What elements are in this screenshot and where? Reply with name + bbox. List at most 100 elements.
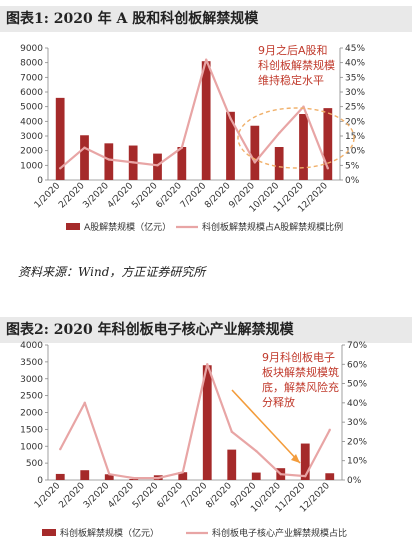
x-tick-label: 5/2020 [130, 181, 160, 211]
y-tick-label: 7000 [20, 73, 43, 83]
y-tick-label: 1000 [20, 442, 43, 452]
x-tick-label: 4/2020 [106, 181, 136, 211]
series-line [59, 363, 331, 480]
highlight-ellipse [237, 107, 355, 169]
bar [226, 111, 235, 180]
y2-tick-label: 0% [345, 176, 360, 186]
line-point [302, 105, 305, 108]
line-point [277, 131, 281, 135]
line-point [279, 473, 282, 476]
annotation-text: 板块解禁规模筑 [262, 365, 339, 379]
trend-arrow-head [291, 454, 300, 463]
line-point [156, 164, 159, 167]
annotation-text: 维持稳定水平 [258, 73, 324, 87]
bar [153, 153, 162, 180]
bar [178, 472, 188, 480]
line-point [253, 161, 257, 164]
y2-tick-label: 45% [345, 44, 365, 54]
chart2-plot: 0 500 1000 1500 2000 2500 3000 3500 4000 0% 10% 20%… [20, 341, 367, 539]
bar [80, 470, 90, 480]
chart2-title: 图表2: 2020 年科创板电子核心产业解禁规模 [0, 317, 412, 343]
source-note: 资料来源：Wind，方正证券研究所 [18, 265, 206, 279]
y-tick-label: 2000 [20, 409, 43, 419]
line-point [83, 146, 86, 149]
line-point [157, 476, 160, 480]
y2-tick-label: 15% [345, 132, 365, 142]
y-tick-label: 0 [37, 176, 43, 186]
annotation-text: 9月之后A股和 [258, 43, 328, 57]
line-point [304, 474, 307, 478]
x-tick-label: 6/2020 [154, 181, 184, 211]
bar [325, 473, 335, 480]
x-tick-label: 4/2020 [106, 481, 136, 511]
x-tick-label: 2/2020 [57, 481, 87, 511]
bar [80, 135, 89, 180]
bar [251, 472, 261, 480]
bar [129, 478, 139, 480]
line-point [131, 161, 135, 164]
line-point [181, 471, 184, 474]
y-tick-label: 2500 [20, 392, 43, 402]
bar [104, 143, 114, 180]
y-tick-label: 4000 [20, 117, 43, 127]
y-tick-label: 3000 [20, 375, 43, 385]
line-point [108, 473, 111, 476]
line-point [180, 146, 184, 149]
x-tick-label: 2/2020 [57, 181, 87, 211]
line-point [326, 167, 330, 170]
y2-tick-label: 5% [345, 161, 360, 171]
y2-tick-label: 35% [345, 73, 365, 83]
legend-bar-swatch [66, 223, 80, 230]
y-tick-label: 2000 [20, 147, 43, 157]
bar [55, 97, 65, 180]
line-point [229, 117, 232, 120]
x-tick-label: 7/2020 [180, 481, 210, 511]
y-tick-label: 9000 [20, 44, 43, 54]
annotation-text: 分释放 [262, 395, 295, 409]
line-point [58, 167, 62, 170]
bar [300, 443, 310, 480]
x-tick-label: 3/2020 [82, 481, 112, 511]
bar [299, 114, 308, 180]
bar [177, 147, 187, 180]
line-point [107, 158, 111, 161]
y-tick-label: 1000 [20, 161, 43, 171]
chart1-title: 图表1: 2020 年 A 股和科创板解禁规模 [0, 6, 412, 32]
y-tick-label: 5000 [20, 103, 43, 113]
y-tick-label: 0 [37, 476, 43, 486]
line-point [255, 449, 258, 453]
y-tick-label: 1500 [20, 425, 43, 435]
line-point [83, 401, 86, 405]
trend-arrow-line [231, 389, 301, 464]
y-tick-label: 500 [26, 459, 43, 469]
y2-tick-label: 30% [347, 418, 367, 428]
line-point [206, 363, 209, 366]
legend-bar-swatch [42, 529, 56, 536]
legend-bar-label: A股解禁规模（亿元） [84, 221, 171, 233]
y-tick-label: 6000 [20, 88, 43, 98]
x-tick-label: 8/2020 [204, 481, 234, 511]
line-point [328, 428, 331, 432]
bar [202, 365, 212, 480]
annotation-text: 底，解禁风险充 [262, 380, 339, 394]
bar [201, 61, 211, 181]
bar [250, 125, 260, 180]
legend-line-label: 科创板解禁规模占A股解禁规模比例 [202, 221, 343, 233]
bar [55, 473, 65, 480]
series-line [59, 58, 329, 170]
bar [274, 147, 284, 180]
line-point [230, 430, 233, 433]
x-tick-label: 8/2020 [203, 181, 233, 211]
legend-bar-label: 科创板解禁规模（亿元） [60, 527, 159, 539]
y2-tick-label: 40% [345, 59, 365, 69]
chart1-plot: 0 1000 2000 3000 4000 5000 6000 7000 8000 9000 0% 5… [20, 43, 365, 233]
y2-tick-label: 30% [345, 88, 365, 98]
bar [104, 474, 114, 480]
bar [227, 449, 237, 480]
x-tick-label: 3/2020 [81, 181, 111, 211]
y2-tick-label: 50% [347, 380, 367, 390]
line-point [59, 447, 62, 451]
y2-tick-label: 10% [345, 147, 365, 157]
x-tick-label: 7/2020 [179, 181, 209, 211]
y-tick-label: 3000 [20, 132, 43, 142]
